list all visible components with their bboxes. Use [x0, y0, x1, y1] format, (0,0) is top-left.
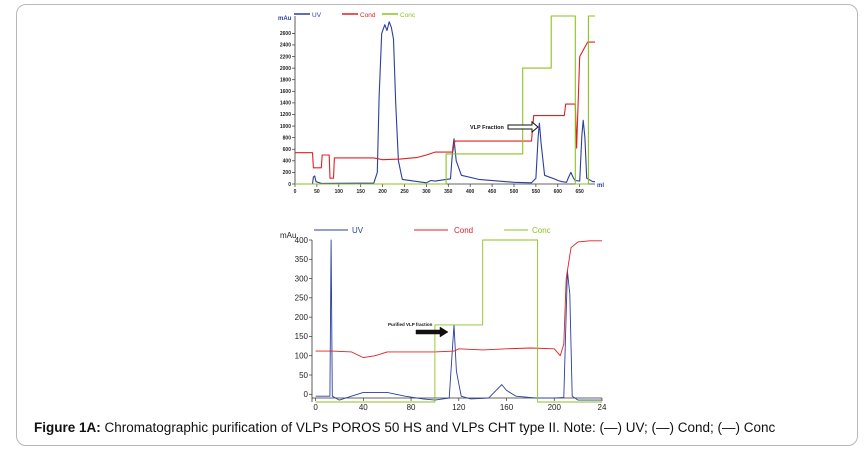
- x-tick-label: 50: [314, 189, 320, 195]
- y-tick-label: 2400: [280, 43, 291, 49]
- x-tick-label: 200: [378, 189, 387, 195]
- series-line-conc: [315, 239, 602, 403]
- y-tick-label: 50: [299, 371, 308, 380]
- x-tick-label: 400: [466, 189, 475, 195]
- annotation-text-purified-vlp-fraction: Purified VLP fraction: [388, 322, 433, 327]
- y-tick-label: 400: [283, 159, 292, 165]
- y-tick-label: 0: [304, 390, 309, 399]
- y-tick-label: 1600: [280, 89, 291, 95]
- annotation-arrow-icon: [507, 120, 539, 134]
- x-tick-label: 24: [598, 403, 607, 412]
- legend-label-uv: UV: [352, 226, 364, 235]
- x-tick-label: 40: [359, 403, 368, 412]
- chart-top: UV Cond Conc mAu 02004006008001000120014…: [278, 12, 604, 195]
- figure-frame: [16, 4, 858, 446]
- series-line-cond: [315, 240, 602, 359]
- x-tick-label: 450: [488, 189, 497, 195]
- y-tick-label: 1800: [280, 77, 291, 83]
- y-tick-label: 250: [295, 294, 309, 303]
- x-tick-label: 150: [357, 189, 366, 195]
- annotation-arrow-icon: [415, 326, 449, 338]
- x-tick-label: 160: [500, 403, 514, 412]
- y-tick-label: 100: [295, 352, 309, 361]
- y-tick-label: 600: [283, 147, 292, 153]
- legend-bottom: UV Cond Conc: [314, 226, 551, 235]
- y-tick-label: 1400: [280, 101, 291, 107]
- y-tick-label: 800: [283, 135, 292, 141]
- x-tick-label: 550: [532, 189, 541, 195]
- annotation-text-vlp-fraction: VLP Fraction: [470, 125, 504, 131]
- y-tick-label: 150: [295, 332, 309, 341]
- x-tick-label: 600: [554, 189, 563, 195]
- y-axis-label-bottom: mAu: [280, 231, 296, 240]
- y-tick-label: 350: [295, 255, 309, 264]
- caption-label: Figure 1A:: [34, 420, 101, 435]
- x-tick-label: 0: [313, 403, 318, 412]
- y-tick-label: 0: [288, 182, 291, 188]
- legend-label-conc: Conc: [400, 12, 416, 19]
- y-tick-label: 200: [283, 170, 292, 176]
- x-tick-label: 650: [575, 189, 584, 195]
- y-tick-label: 2600: [280, 31, 291, 37]
- x-tick-label: 350: [444, 189, 453, 195]
- series-line-cond: [295, 41, 595, 179]
- y-tick-label: 2200: [280, 54, 291, 60]
- figure-caption: Figure 1A: Chromatographic purification …: [34, 420, 854, 435]
- annotation-top: VLP Fraction: [470, 120, 539, 134]
- chart-bottom: UV Cond Conc mAu 0 50 100 150 200 250 300 350 40…: [280, 226, 607, 412]
- y-tick-label: 2000: [280, 66, 291, 72]
- x-tick-label: 250: [400, 189, 409, 195]
- series-line-conc: [295, 15, 595, 185]
- x-tick-label: 200: [548, 403, 562, 412]
- y-tick-label: 1200: [280, 112, 291, 118]
- legend-label-cond: Cond: [360, 12, 376, 19]
- x-tick-label: 100: [335, 189, 344, 195]
- x-tick-label: 0: [294, 189, 297, 195]
- series-line-uv: [315, 239, 602, 401]
- x-axis-label-top: ml: [597, 183, 604, 189]
- y-tick-label: 1000: [280, 124, 291, 130]
- caption-text: Chromatographic purification of VLPs POR…: [104, 420, 776, 435]
- series-line-uv: [295, 21, 595, 185]
- y-axis-label-top: mAu: [278, 16, 292, 22]
- legend-label-conc: Conc: [532, 226, 551, 235]
- legend-label-cond: Cond: [454, 226, 473, 235]
- legend-top: UV Cond Conc: [294, 12, 416, 19]
- x-tick-label: 80: [407, 403, 416, 412]
- x-tick-label: 120: [452, 403, 466, 412]
- legend-label-uv: UV: [312, 12, 322, 19]
- x-tick-label: 300: [422, 189, 431, 195]
- annotation-bottom: Purified VLP fraction: [388, 322, 449, 338]
- y-tick-label: 200: [295, 313, 309, 322]
- x-tick-label: 500: [510, 189, 519, 195]
- y-tick-label: 400: [295, 236, 309, 245]
- y-tick-label: 300: [295, 274, 309, 283]
